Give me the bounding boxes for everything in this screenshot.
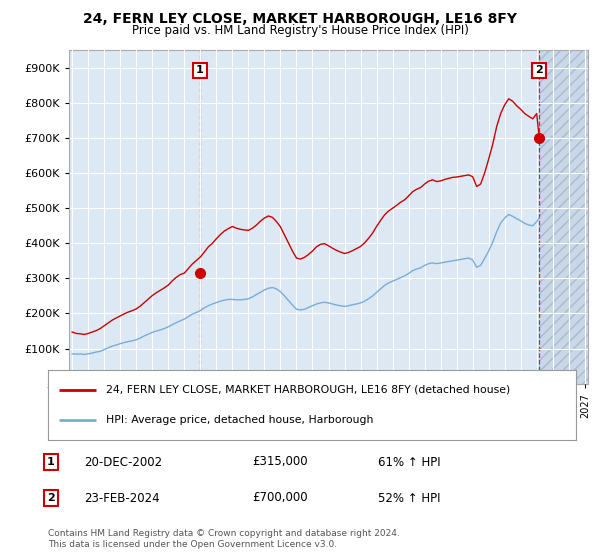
Text: 61% ↑ HPI: 61% ↑ HPI xyxy=(378,455,440,469)
Text: Contains HM Land Registry data © Crown copyright and database right 2024.
This d: Contains HM Land Registry data © Crown c… xyxy=(48,529,400,549)
Text: Price paid vs. HM Land Registry's House Price Index (HPI): Price paid vs. HM Land Registry's House … xyxy=(131,24,469,37)
Text: 23-FEB-2024: 23-FEB-2024 xyxy=(84,492,160,505)
Text: 24, FERN LEY CLOSE, MARKET HARBOROUGH, LE16 8FY (detached house): 24, FERN LEY CLOSE, MARKET HARBOROUGH, L… xyxy=(106,385,511,395)
Text: 52% ↑ HPI: 52% ↑ HPI xyxy=(378,492,440,505)
Bar xyxy=(539,50,588,384)
Text: 24, FERN LEY CLOSE, MARKET HARBOROUGH, LE16 8FY: 24, FERN LEY CLOSE, MARKET HARBOROUGH, L… xyxy=(83,12,517,26)
Text: £315,000: £315,000 xyxy=(252,455,308,469)
Text: 2: 2 xyxy=(535,66,543,76)
Text: HPI: Average price, detached house, Harborough: HPI: Average price, detached house, Harb… xyxy=(106,416,373,426)
Text: 20-DEC-2002: 20-DEC-2002 xyxy=(84,455,162,469)
Text: 1: 1 xyxy=(47,457,55,467)
Text: 1: 1 xyxy=(196,66,204,76)
Text: £700,000: £700,000 xyxy=(252,492,308,505)
Text: 2: 2 xyxy=(47,493,55,503)
